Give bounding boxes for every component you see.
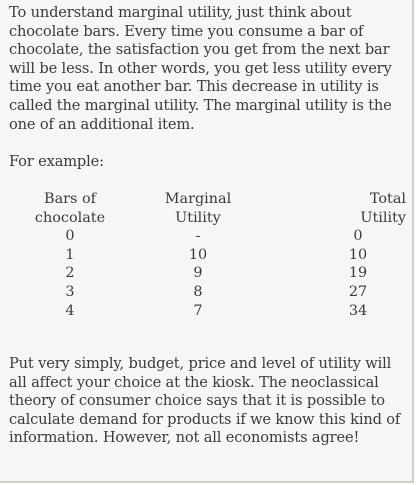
outro-paragraph: Put very simply, budget, price and level… <box>9 355 401 447</box>
marginal-header-line2: Utility <box>175 209 221 226</box>
bars-header-line1: Bars of <box>44 191 96 207</box>
marginal-cell: 10 <box>188 246 208 263</box>
bars-cell: 1 <box>65 246 75 263</box>
intro-paragraph: To understand marginal utility, just thi… <box>9 4 392 133</box>
marginal-column: Marginal Utility - 10 9 8 7 <box>148 190 248 320</box>
bars-cell: 0 <box>65 228 75 245</box>
marginal-cell: 7 <box>193 302 203 319</box>
bars-column: Bars of chocolate 0 1 2 3 4 <box>20 190 120 320</box>
bars-cell: 3 <box>65 283 75 300</box>
marginal-cell: - <box>195 228 201 245</box>
marginal-cell: 8 <box>193 283 203 300</box>
total-cell: 34 <box>348 302 368 319</box>
marginal-cell: 9 <box>193 265 203 282</box>
total-header-line2: Utility <box>360 209 406 226</box>
bars-header-line2: chocolate <box>34 209 106 226</box>
bars-cell: 4 <box>65 302 75 319</box>
total-cell: 19 <box>348 265 368 282</box>
total-header-line1: Total <box>369 191 406 207</box>
marginal-header-line1: Marginal <box>164 191 232 207</box>
total-cell: 10 <box>348 246 368 263</box>
total-cell: 27 <box>348 283 368 300</box>
total-column: Total Utility 0 10 19 27 34 <box>310 190 406 320</box>
bars-cell: 2 <box>65 265 75 282</box>
example-label: For example: <box>9 153 104 170</box>
total-cell: 0 <box>353 228 363 245</box>
